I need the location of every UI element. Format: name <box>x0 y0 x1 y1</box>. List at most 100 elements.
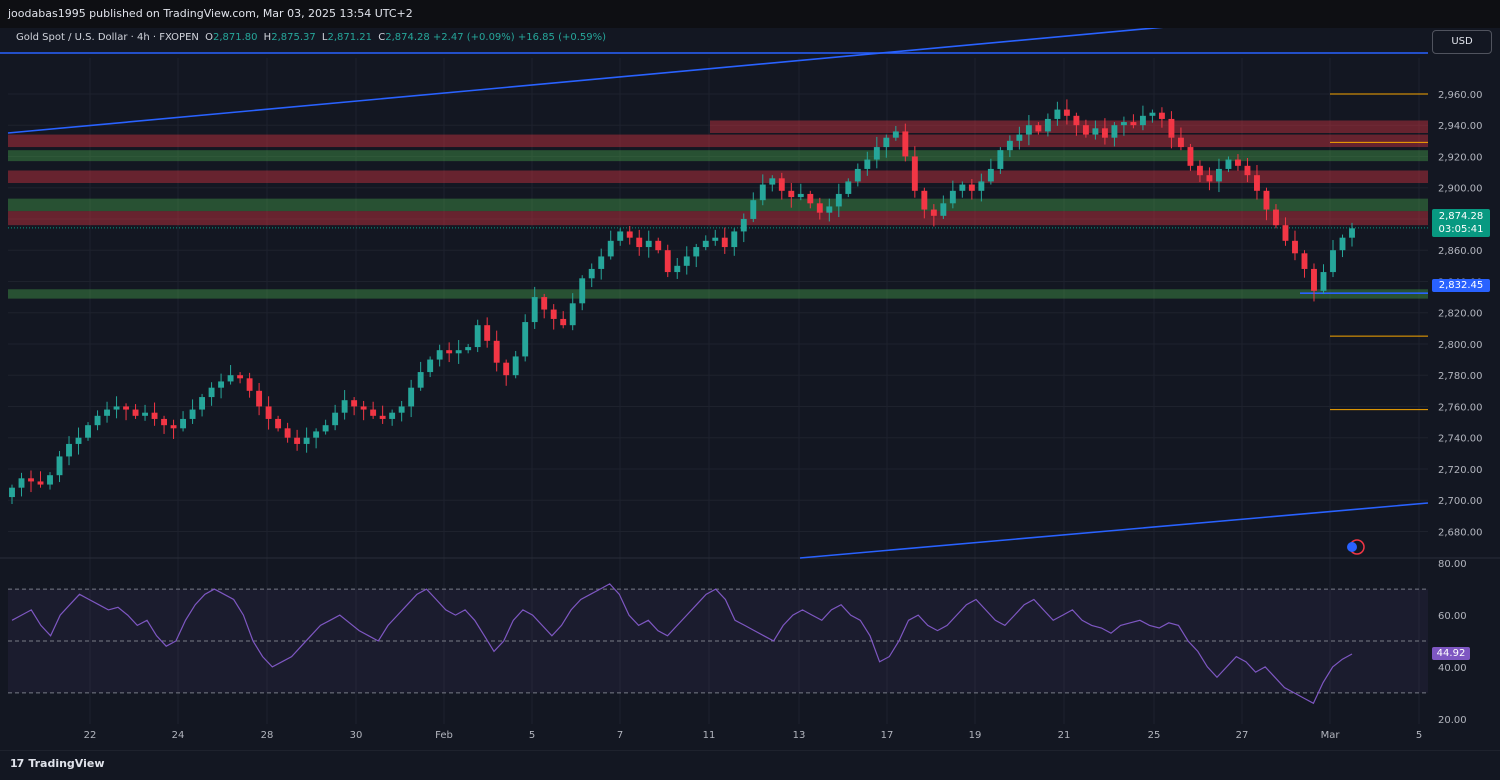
candle-body-54 <box>522 322 529 357</box>
candle-body-105 <box>1006 140 1013 151</box>
candle-body-75 <box>721 237 728 248</box>
symbol-legend: Gold Spot / U.S. Dollar · 4h · FXOPEN O2… <box>16 32 606 43</box>
candle-body-48 <box>465 347 472 351</box>
candle-body-30 <box>294 437 301 444</box>
rsi-tick-label-1: 60.00 <box>1438 611 1467 622</box>
tradingview-logo[interactable]: 17 TradingView <box>10 757 105 770</box>
candle-body-2 <box>28 478 34 482</box>
current-price-label: 2,874.28 <box>1438 211 1484 222</box>
candle-body-126 <box>1206 175 1213 182</box>
candle-body-118 <box>1130 122 1137 126</box>
candle-body-68 <box>655 240 662 251</box>
candle-body-53 <box>512 356 519 376</box>
candle-body-112 <box>1073 115 1080 126</box>
candle-body-116 <box>1111 125 1118 138</box>
currency-button[interactable]: USD <box>1432 30 1492 54</box>
candle-body-83 <box>797 193 804 198</box>
candle-body-17 <box>170 425 177 429</box>
candle-body-13 <box>132 409 139 416</box>
candle-body-138 <box>1320 272 1327 291</box>
price-tick-label-2: 2,720.00 <box>1438 465 1483 476</box>
candle-body-29 <box>284 428 291 438</box>
candle-body-50 <box>484 325 491 341</box>
high-label: H <box>263 32 272 43</box>
candle-body-45 <box>436 350 443 360</box>
candle-body-124 <box>1187 147 1194 166</box>
candle-body-92 <box>883 137 890 148</box>
symbol-title: Gold Spot / U.S. Dollar · 4h · FXOPEN <box>16 32 199 43</box>
chart-area[interactable]: 2,680.00 2,700.00 2,720.00 2,740.00 2,760.00… <box>0 28 1500 750</box>
candle-body-40 <box>389 412 396 419</box>
candle-body-86 <box>826 206 833 213</box>
close-value: 2,874.28 <box>385 32 430 43</box>
price-tick-label-3: 2,740.00 <box>1438 434 1483 445</box>
footer-bar <box>0 750 1500 780</box>
candle-body-81 <box>778 178 785 191</box>
candle-body-49 <box>474 325 481 348</box>
candle-body-4 <box>47 475 53 485</box>
candle-body-35 <box>341 400 348 413</box>
candle-body-28 <box>275 418 282 429</box>
open-value: 2,871.80 <box>212 32 258 43</box>
candle-body-38 <box>370 409 377 416</box>
publish-header: joodabas1995 published on TradingView.co… <box>0 0 1500 28</box>
price-tick-label-6: 2,800.00 <box>1438 340 1483 351</box>
candle-body-99 <box>949 190 956 204</box>
candle-body-61 <box>588 268 595 279</box>
candle-body-97 <box>930 209 937 216</box>
candle-body-59 <box>569 303 576 326</box>
candle-body-23 <box>227 375 234 382</box>
candle-body-84 <box>807 193 814 204</box>
candle-body-102 <box>978 181 985 191</box>
time-tick-label-7: 11 <box>703 730 716 741</box>
candle-body-110 <box>1054 109 1061 119</box>
candle-body-46 <box>446 350 453 354</box>
candle-body-31 <box>303 437 310 444</box>
candle-body-24 <box>237 375 244 379</box>
time-tick-label-3: 30 <box>350 730 363 741</box>
candle-body-39 <box>379 415 386 419</box>
time-tick-label-10: 19 <box>969 730 982 741</box>
candle-body-122 <box>1168 118 1175 138</box>
candle-body-1 <box>18 478 25 488</box>
time-tick-label-11: 21 <box>1058 730 1071 741</box>
candle-body-3 <box>37 481 44 485</box>
open-label: O <box>205 32 213 43</box>
rsi-tick-label-2: 40.00 <box>1438 663 1467 674</box>
candle-body-55 <box>531 297 538 323</box>
candle-body-41 <box>398 406 405 413</box>
candle-body-14 <box>142 412 148 416</box>
time-tick-label-14: Mar <box>1321 730 1341 741</box>
price-tick-label-4: 2,760.00 <box>1438 402 1483 413</box>
current-price-tag: 2,874.28 03:05:41 <box>1432 209 1490 237</box>
chart-svg[interactable]: 2,680.00 2,700.00 2,720.00 2,740.00 2,760.00… <box>0 28 1500 750</box>
candle-body-32 <box>313 431 320 438</box>
candle-body-123 <box>1177 137 1184 148</box>
candle-body-69 <box>664 250 671 273</box>
candle-body-11 <box>113 406 120 410</box>
close-label: C <box>378 32 386 43</box>
candle-body-78 <box>750 200 757 219</box>
zone-6 <box>8 289 1428 299</box>
candle-body-6 <box>66 443 72 457</box>
candle-body-64 <box>617 231 624 241</box>
time-tick-label-15: 5 <box>1416 730 1422 741</box>
rsi-tick-label-3: 20.00 <box>1438 715 1467 726</box>
candle-body-77 <box>740 218 747 232</box>
lower-trendline <box>799 502 1429 559</box>
publisher-text: joodabas1995 published on TradingView.co… <box>8 7 413 20</box>
candle-body-114 <box>1092 128 1099 135</box>
price-tick-label-13: 2,940.00 <box>1438 121 1483 132</box>
tradingview-icon: 17 <box>10 757 24 770</box>
candle-body-12 <box>123 406 129 410</box>
candle-body-15 <box>151 412 158 419</box>
time-tick-label-12: 25 <box>1148 730 1161 741</box>
candle-body-106 <box>1016 134 1023 141</box>
candle-body-101 <box>968 184 975 191</box>
price-tick-label-1: 2,700.00 <box>1438 496 1483 507</box>
time-tick-label-0: 22 <box>84 730 97 741</box>
candle-body-73 <box>702 240 709 248</box>
candle-body-67 <box>645 240 652 248</box>
candle-body-33 <box>322 425 329 432</box>
candle-body-133 <box>1273 209 1279 226</box>
